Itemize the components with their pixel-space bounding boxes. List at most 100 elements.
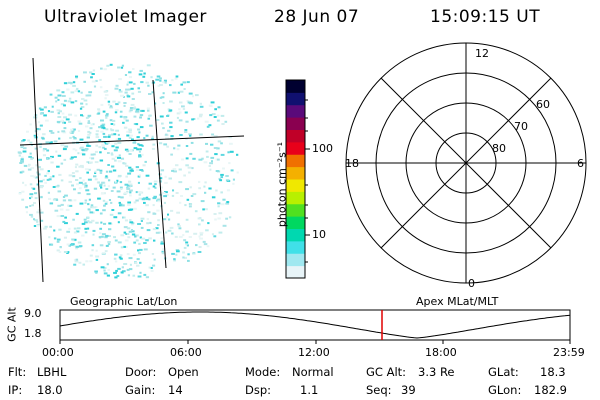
emission-pixel (39, 146, 42, 148)
emission-pixel (171, 252, 175, 255)
emission-pixel (85, 189, 90, 192)
emission-pixel (150, 269, 154, 272)
emission-pixel (145, 198, 150, 201)
emission-pixel (75, 179, 79, 181)
emission-pixel (117, 101, 121, 104)
emission-pixel (206, 245, 210, 248)
emission-pixel (133, 241, 137, 244)
emission-pixel (164, 194, 169, 196)
emission-pixel (63, 251, 68, 253)
emission-pixel (136, 264, 140, 267)
emission-pixel (52, 186, 56, 188)
door-value: Open (168, 365, 199, 379)
emission-pixel (87, 208, 91, 211)
emission-pixel (82, 179, 85, 182)
emission-pixel (38, 158, 42, 161)
emission-pixel (39, 186, 44, 189)
emission-pixel (88, 161, 93, 164)
emission-pixel (198, 187, 202, 190)
emission-pixel (177, 144, 181, 147)
emission-pixel (217, 158, 220, 161)
emission-pixel (114, 180, 117, 183)
emission-pixel (103, 192, 106, 195)
emission-pixel (170, 135, 174, 138)
colorbar-band (286, 166, 305, 180)
emission-pixel (182, 234, 185, 237)
emission-pixel (152, 204, 155, 207)
emission-pixel (21, 170, 25, 173)
emission-pixel (101, 126, 106, 129)
emission-pixel (151, 253, 155, 255)
emission-pixel (119, 115, 123, 118)
emission-pixel (159, 96, 163, 99)
emission-pixel (157, 197, 161, 200)
emission-pixel (97, 181, 100, 184)
emission-pixel (84, 186, 88, 189)
emission-pixel (126, 150, 130, 153)
emission-pixel (132, 274, 136, 277)
colorbar-band (286, 228, 305, 242)
lat-label-80: 80 (492, 142, 506, 155)
emission-pixel (49, 93, 53, 96)
glat-label: GLat: (488, 365, 519, 379)
emission-pixel (106, 141, 110, 144)
emission-pixel (90, 157, 95, 160)
emission-pixel (92, 123, 95, 126)
glat-value: 18.3 (540, 365, 566, 379)
emission-pixel (213, 116, 217, 118)
emission-pixel (104, 147, 107, 150)
emission-pixel (169, 109, 173, 112)
emission-pixel (55, 185, 60, 188)
emission-pixel (140, 81, 144, 84)
emission-pixel (204, 181, 207, 184)
emission-pixel (39, 124, 43, 127)
emission-pixel (89, 260, 93, 263)
flt-value: LBHL (37, 365, 67, 379)
emission-pixel (95, 133, 99, 136)
emission-pixel (199, 231, 204, 234)
emission-pixel (135, 191, 138, 194)
emission-pixel (165, 216, 169, 219)
emission-pixel (171, 194, 175, 197)
emission-pixel (133, 115, 137, 118)
emission-pixel (176, 211, 180, 214)
emission-pixel (81, 234, 85, 237)
emission-pixel (167, 213, 170, 216)
emission-pixel (154, 102, 157, 105)
emission-pixel (134, 235, 137, 238)
emission-pixel (131, 98, 135, 100)
emission-pixel (95, 258, 99, 261)
emission-pixel (87, 120, 90, 123)
emission-pixel (57, 190, 62, 193)
emission-pixel (171, 79, 174, 82)
emission-pixel (145, 204, 149, 207)
emission-pixel (132, 68, 135, 70)
emission-pixel (94, 170, 97, 173)
glon-value: 182.9 (534, 383, 567, 397)
emission-pixel (116, 190, 121, 193)
emission-pixel (61, 130, 66, 133)
emission-pixel (119, 257, 123, 260)
emission-pixel (205, 150, 209, 153)
y-tick-9: 9.0 (24, 307, 42, 320)
emission-pixel (101, 252, 106, 255)
emission-pixel (22, 147, 27, 150)
emission-pixel (105, 114, 109, 117)
colorbar-band (286, 253, 305, 267)
emission-pixel (167, 229, 172, 232)
emission-pixel (145, 196, 149, 199)
emission-pixel (91, 80, 96, 83)
emission-pixel (43, 106, 47, 109)
emission-pixel (182, 256, 185, 259)
emission-pixel (130, 103, 135, 106)
emission-pixel (210, 156, 215, 159)
emission-pixel (95, 134, 99, 137)
emission-pixel (164, 181, 168, 184)
emission-pixel (118, 78, 122, 81)
emission-pixel (85, 260, 89, 263)
emission-pixel (115, 84, 119, 87)
emission-pixel (123, 245, 126, 248)
emission-pixel (119, 186, 123, 189)
emission-pixel (198, 115, 203, 118)
emission-pixel (152, 264, 156, 267)
